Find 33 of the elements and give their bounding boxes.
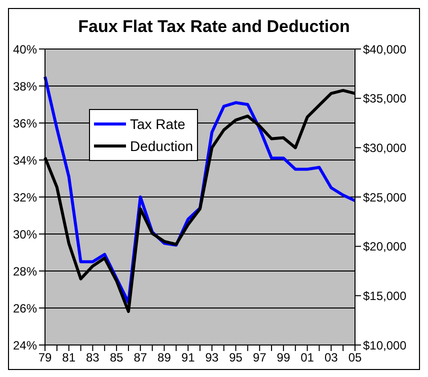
x-tick-label: 03: [324, 350, 338, 365]
x-tick-label: 91: [181, 350, 196, 365]
y-tick-label: 40%: [12, 42, 38, 56]
x-tick-label: 95: [229, 350, 243, 365]
legend-label: Tax Rate: [130, 116, 186, 132]
legend-label: Deduction: [130, 138, 194, 154]
y-tick-label: 26%: [12, 301, 38, 316]
x-tick-label: 79: [38, 350, 52, 365]
x-tick-label: 89: [158, 350, 172, 365]
y-tick-label: 30%: [12, 227, 38, 242]
x-tick-label: 83: [86, 350, 100, 365]
x-tick-label: 85: [110, 350, 124, 365]
x-tick-label: 99: [276, 350, 290, 365]
x-tick-label: 97: [252, 350, 267, 365]
y-tick-label: 34%: [12, 153, 38, 168]
y2-tick-label: $20,000: [363, 240, 407, 254]
y2-tick-label: $15,000: [363, 288, 407, 303]
y-tick-label: 24%: [12, 338, 38, 352]
y2-tick-label: $40,000: [363, 42, 407, 56]
x-tick-label: 01: [300, 350, 314, 365]
x-tick-label: 81: [62, 350, 76, 365]
x-tick-label: 05: [348, 350, 362, 365]
y-tick-label: 28%: [12, 264, 38, 278]
x-tick-label: 87: [134, 350, 148, 365]
y-tick-label: 38%: [12, 79, 38, 94]
y-tick-label: 36%: [12, 116, 38, 130]
y2-tick-label: $30,000: [363, 140, 407, 155]
chart-title: Faux Flat Tax Rate and Deduction: [77, 16, 351, 38]
y-tick-label: 32%: [12, 190, 38, 204]
x-tick-label: 93: [205, 350, 219, 365]
y2-tick-label: $10,000: [363, 338, 407, 352]
y2-tick-label: $25,000: [363, 190, 407, 204]
y2-tick-label: $35,000: [363, 92, 407, 106]
